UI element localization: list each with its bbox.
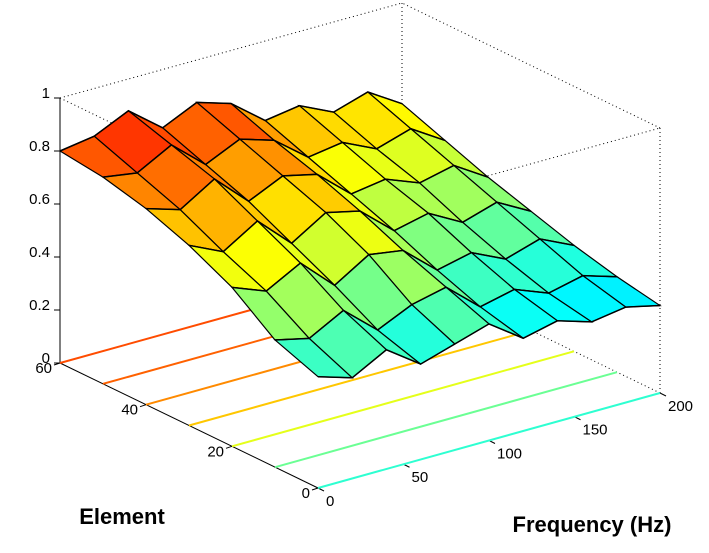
mesh-row [188, 201, 532, 253]
z-tick-label: 0.6 [29, 191, 50, 208]
floor-contour [231, 350, 575, 448]
axis-box-line [401, 2, 661, 129]
mesh-row [317, 304, 661, 379]
mesh-row [102, 127, 446, 178]
y-tick-label: 0 [302, 485, 310, 502]
mesh-row [231, 238, 575, 292]
x-tick-label: 150 [583, 422, 608, 439]
mesh-row [59, 91, 403, 152]
x-tick [659, 392, 667, 397]
x-axis-title: Frequency (Hz) [513, 512, 672, 537]
y-tick-label: 20 [207, 443, 224, 460]
z-tick-label: 0 [42, 350, 50, 367]
floor-contour [317, 392, 661, 489]
y-tick [139, 404, 147, 408]
y-tick [311, 487, 319, 491]
x-tick-label: 50 [412, 469, 429, 486]
y-tick-label: 40 [121, 402, 138, 419]
y-axis-title: Element [79, 504, 165, 529]
z-tick-label: 0.2 [29, 297, 50, 314]
x-tick-label: 0 [326, 493, 334, 510]
z-tick-label: 1 [42, 85, 50, 102]
axis-box-line [59, 2, 403, 99]
z-tick-label: 0.4 [29, 244, 50, 261]
x-tick-label: 200 [668, 398, 693, 415]
floor-contour [274, 371, 618, 469]
z-tick-label: 0.8 [29, 138, 50, 155]
mesh-row [145, 164, 489, 211]
y-tick-label: 60 [35, 360, 52, 377]
floor-contour [188, 329, 532, 427]
mesh-row [274, 274, 618, 341]
x-tick-label: 100 [497, 445, 522, 462]
y-tick [225, 445, 233, 449]
